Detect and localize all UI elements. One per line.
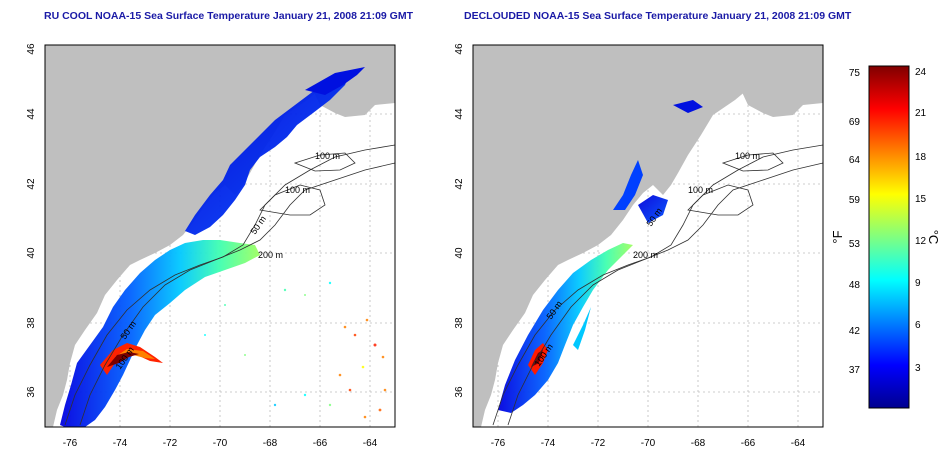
x-tick-label: -70 (641, 438, 656, 449)
x-tick-label: -76 (63, 438, 78, 449)
sst-nearshore-band (498, 243, 633, 413)
c-tick-label: 6 (915, 320, 921, 331)
x-tick-label: -76 (491, 438, 506, 449)
f-tick-label: 53 (849, 239, 861, 250)
celsius-unit-label: °C (926, 230, 941, 245)
sst-gulf-maine (185, 73, 350, 235)
bathymetry-contours (64, 144, 396, 426)
f-tick-label: 69 (849, 117, 861, 128)
y-tick-label: 42 (454, 178, 465, 190)
left-sst-map: 200 m 100 m 100 m 50 m 50 m 100 m (44, 44, 396, 428)
y-tick-label: 44 (26, 108, 37, 120)
land-mass (45, 45, 395, 427)
f-tick-label: 64 (849, 155, 861, 166)
colorbar-gradient (868, 65, 910, 409)
sst-nearshore-band (60, 240, 260, 427)
contour-label-200m: 200 m (258, 250, 283, 260)
fahrenheit-unit-label: °F (830, 230, 845, 243)
contour-label-100m-a: 100 m (285, 185, 310, 195)
y-tick-label: 44 (454, 108, 465, 120)
f-tick-label: 59 (849, 195, 861, 206)
f-tick-label: 37 (849, 365, 861, 376)
y-tick-label: 40 (26, 247, 37, 259)
y-tick-label: 40 (454, 247, 465, 259)
c-tick-label: 24 (915, 67, 927, 78)
right-sst-map: 200 m 100 m 100 m 50 m 50 m 100 m (472, 44, 824, 428)
contour-label-100m-b: 100 m (315, 151, 340, 161)
x-tick-label: -66 (741, 438, 756, 449)
x-tick-label: -74 (113, 438, 128, 449)
bathymetry-contours (492, 144, 824, 426)
c-tick-label: 15 (915, 194, 927, 205)
x-tick-label: -70 (213, 438, 228, 449)
contour-label-100m-a: 100 m (688, 185, 713, 195)
c-tick-label: 18 (915, 152, 927, 163)
c-tick-label: 3 (915, 363, 921, 374)
y-tick-label: 46 (26, 43, 37, 55)
x-tick-label: -64 (791, 438, 806, 449)
f-tick-label: 48 (849, 280, 861, 291)
right-x-axis: -76 -74 -72 -70 -68 -66 -64 (491, 438, 806, 449)
y-tick-label: 36 (26, 386, 37, 398)
sst-warm-core (100, 343, 163, 375)
left-x-axis: -76 -74 -72 -70 -68 -66 -64 (63, 438, 378, 449)
x-tick-label: -74 (541, 438, 556, 449)
c-tick-label: 21 (915, 108, 927, 119)
x-tick-label: -72 (591, 438, 606, 449)
y-tick-label: 42 (26, 178, 37, 190)
right-y-axis: 36 38 40 42 44 46 (454, 43, 465, 398)
sst-scatter-pixels (204, 281, 387, 419)
x-tick-label: -68 (691, 438, 706, 449)
f-tick-label: 42 (849, 326, 861, 337)
y-tick-label: 38 (26, 317, 37, 329)
left-y-axis: 36 38 40 42 44 46 (26, 43, 37, 398)
right-map-title: DECLOUDED NOAA-15 Sea Surface Temperatur… (464, 10, 852, 22)
x-tick-label: -72 (163, 438, 178, 449)
y-tick-label: 38 (454, 317, 465, 329)
left-map-title: RU COOL NOAA-15 Sea Surface Temperature … (44, 10, 414, 22)
contour-label-100m-b: 100 m (735, 151, 760, 161)
y-tick-label: 46 (454, 43, 465, 55)
temperature-colorbar: 75 69 64 59 53 48 42 37 24 21 18 15 12 9… (830, 65, 941, 409)
c-tick-label: 12 (915, 236, 927, 247)
x-tick-label: -66 (313, 438, 328, 449)
f-tick-label: 75 (849, 68, 861, 79)
c-tick-label: 9 (915, 278, 921, 289)
contour-label-200m: 200 m (633, 250, 658, 260)
land-mass (473, 45, 823, 427)
x-tick-label: -64 (363, 438, 378, 449)
sst-gulf-maine (638, 195, 668, 223)
x-tick-label: -68 (263, 438, 278, 449)
y-tick-label: 36 (454, 386, 465, 398)
